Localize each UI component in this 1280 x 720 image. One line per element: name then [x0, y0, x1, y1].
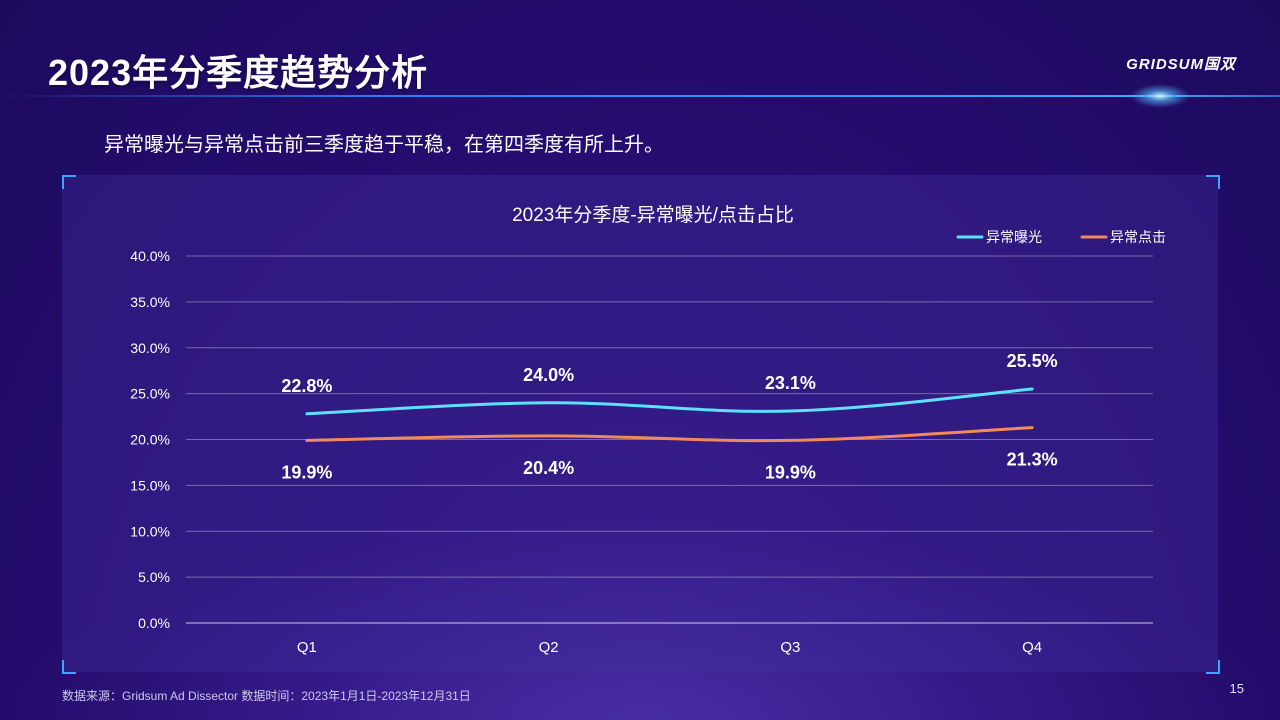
brand-logo: GRIDSUM国双 — [1126, 56, 1236, 73]
y-tick-label: 20.0% — [130, 432, 170, 448]
y-tick-label: 40.0% — [130, 248, 170, 264]
data-label: 20.4% — [523, 458, 574, 478]
divider-glow — [1130, 84, 1190, 108]
x-tick-label: Q2 — [539, 639, 559, 656]
panel-corner-top-left — [62, 175, 76, 189]
page-title: 2023年分季度趋势分析 — [48, 52, 429, 93]
y-tick-label: 25.0% — [130, 386, 170, 402]
data-label: 21.3% — [1007, 450, 1058, 470]
chart-panel — [62, 175, 1218, 672]
y-tick-label: 30.0% — [130, 340, 170, 356]
x-tick-label: Q1 — [297, 639, 317, 656]
data-label: 19.9% — [281, 462, 332, 482]
data-label: 23.1% — [765, 373, 816, 393]
page-number: 15 — [1229, 681, 1244, 696]
y-tick-label: 5.0% — [138, 569, 170, 585]
panel-corner-bottom-right — [1206, 660, 1220, 674]
page-subtitle: 异常曝光与异常点击前三季度趋于平稳，在第四季度有所上升。 — [104, 134, 664, 156]
data-label: 22.8% — [281, 376, 332, 396]
data-label: 25.5% — [1007, 351, 1058, 371]
x-tick-label: Q3 — [780, 639, 800, 656]
chart-title: 2023年分季度-异常曝光/点击占比 — [512, 204, 794, 226]
y-tick-label: 15.0% — [130, 477, 170, 493]
data-source-footer: 数据来源：Gridsum Ad Dissector 数据时间：2023年1月1日… — [62, 689, 471, 703]
legend-label: 异常点击 — [1110, 229, 1166, 245]
y-tick-label: 0.0% — [138, 615, 170, 631]
background-glow — [0, 520, 1280, 720]
series-line-1 — [305, 387, 1034, 416]
header-divider — [0, 95, 1280, 97]
data-label: 24.0% — [523, 365, 574, 385]
legend-label: 异常曝光 — [986, 229, 1042, 245]
panel-corner-bottom-left — [62, 660, 76, 674]
data-label: 19.9% — [765, 462, 816, 482]
series-line-2 — [305, 426, 1034, 443]
panel-corner-top-right — [1206, 175, 1220, 189]
y-tick-label: 10.0% — [130, 523, 170, 539]
y-tick-label: 35.0% — [130, 294, 170, 310]
x-tick-label: Q4 — [1022, 639, 1042, 656]
